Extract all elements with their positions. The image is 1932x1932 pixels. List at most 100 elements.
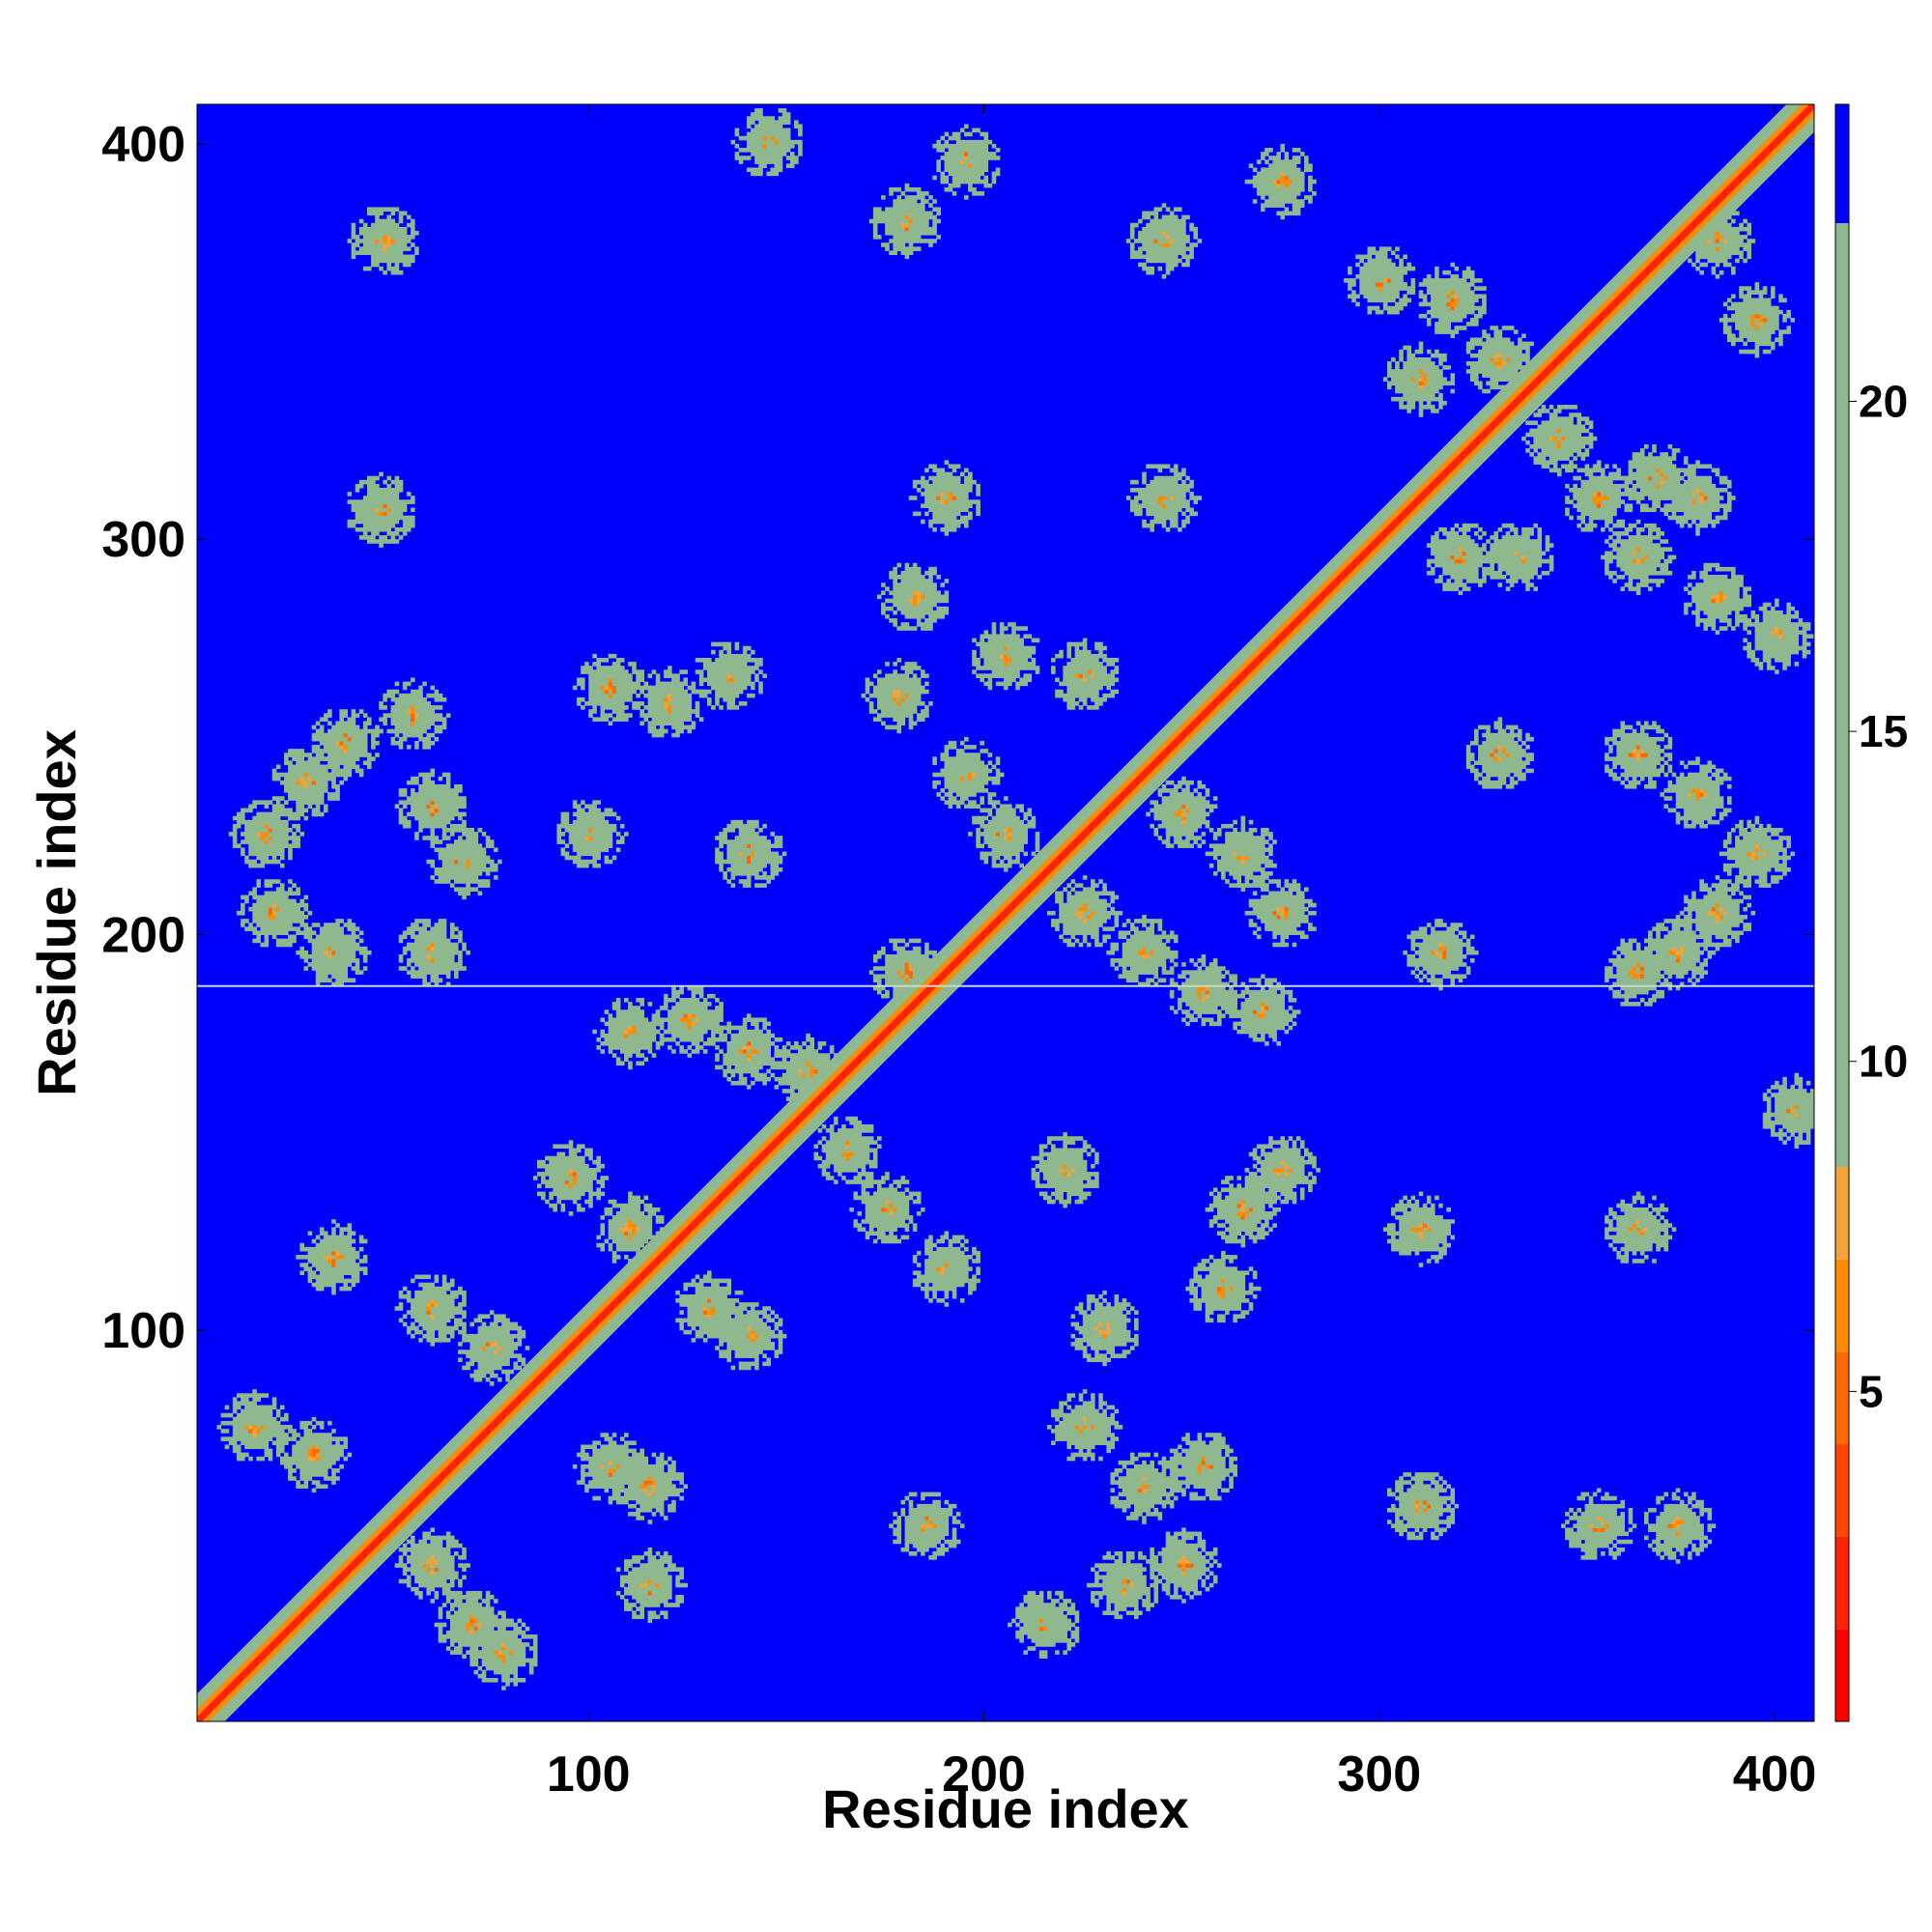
heatmap-cell (224, 1412, 230, 1418)
heatmap-cell (343, 740, 349, 746)
heatmap-cell (343, 728, 349, 734)
heatmap-cell (592, 1172, 597, 1177)
contact-region (572, 1433, 649, 1505)
heatmap-cell (734, 669, 740, 674)
heatmap-cell (592, 669, 597, 674)
heatmap-cell (232, 1440, 238, 1445)
heatmap-cell (675, 1476, 680, 1481)
heatmap-cell (481, 1365, 487, 1371)
heatmap-cell (406, 958, 412, 963)
heatmap-cell (319, 926, 325, 931)
heatmap-cell (584, 804, 589, 810)
heatmap-cell (632, 1472, 637, 1477)
heatmap-cell (343, 966, 349, 971)
heatmap-cell (264, 891, 270, 896)
heatmap-cell (628, 1029, 633, 1035)
heatmap-cell (390, 515, 396, 521)
heatmap-cell (624, 1246, 629, 1252)
heatmap-cell (655, 689, 661, 695)
heatmap-cell (335, 978, 340, 983)
heatmap-cell (730, 1302, 736, 1307)
heatmap-cell (746, 658, 752, 663)
heatmap-cell (422, 1293, 427, 1299)
heatmap-cell (299, 910, 305, 916)
heatmap-cell (434, 970, 440, 975)
heatmap-cell (624, 1041, 629, 1046)
heatmap-cell (628, 685, 633, 691)
heatmap-cell (604, 1472, 610, 1477)
heatmap-cell (695, 669, 700, 674)
heatmap-cell (632, 1215, 637, 1220)
heatmap-cell (738, 1041, 744, 1046)
heatmap-cell (454, 1318, 459, 1323)
heatmap-cell (679, 689, 684, 695)
heatmap-cell (236, 1429, 242, 1434)
heatmap-cell (711, 1333, 716, 1339)
heatmap-cell (576, 843, 582, 848)
heatmap-cell (485, 1329, 491, 1335)
heatmap-cell (458, 1357, 463, 1363)
heatmap-cell (695, 1049, 700, 1054)
heatmap-cell (592, 811, 597, 817)
heatmap-cell (588, 1199, 593, 1205)
heatmap-cell (426, 981, 431, 987)
heatmap-cell (545, 1163, 550, 1169)
heatmap-cell (383, 230, 387, 236)
heatmap-cell (726, 823, 732, 829)
heatmap-cell (738, 1053, 744, 1058)
heatmap-cell (619, 1223, 625, 1228)
heatmap-cell (687, 1329, 693, 1335)
contact-region (311, 709, 380, 781)
heatmap-cell (581, 1207, 585, 1212)
heatmap-cell (497, 1325, 502, 1331)
heatmap-cell (746, 843, 752, 848)
heatmap-cell (311, 942, 317, 948)
heatmap-cell (445, 808, 451, 813)
heatmap-cell (742, 1017, 748, 1023)
heatmap-cell (418, 962, 423, 967)
heatmap-cell (541, 1179, 546, 1184)
heatmap-cell (695, 1013, 700, 1018)
heatmap-cell (655, 1484, 661, 1490)
heatmap-cell (698, 658, 704, 663)
heatmap-cell (624, 997, 629, 1003)
heatmap-cell (754, 1021, 759, 1027)
heatmap-cell (766, 1041, 771, 1046)
heatmap-cell (311, 783, 317, 789)
heatmap-cell (734, 673, 740, 678)
heatmap-cell (639, 1215, 644, 1220)
heatmap-cell (430, 1321, 436, 1327)
heatmap-cell (754, 1346, 759, 1350)
heatmap-cell (596, 800, 601, 805)
heatmap-cell (383, 270, 387, 275)
heatmap-cell (458, 871, 463, 876)
heatmap-cell (754, 1041, 759, 1046)
contact-region (216, 1389, 293, 1462)
heatmap-cell (723, 662, 727, 667)
heatmap-cell (438, 696, 443, 702)
heatmap-cell (560, 1191, 566, 1197)
heatmap-cell (619, 1045, 625, 1050)
heatmap-cell (711, 669, 716, 674)
heatmap-cell (390, 499, 396, 504)
heatmap-cell (647, 728, 653, 734)
heatmap-cell (751, 681, 755, 687)
heatmap-cell (279, 915, 285, 920)
heatmap-cell (730, 1310, 736, 1315)
heatmap-cell (706, 1017, 712, 1023)
heatmap-cell (493, 1350, 498, 1354)
heatmap-cell (296, 950, 300, 955)
heatmap-cell (438, 966, 443, 971)
heatmap-cell (430, 962, 436, 967)
heatmap-cell (751, 823, 755, 829)
heatmap-cell (675, 689, 680, 695)
heatmap-cell (592, 705, 597, 710)
heatmap-cell (754, 1302, 759, 1307)
heatmap-cell (639, 1492, 644, 1497)
heatmap-cell (611, 1456, 617, 1462)
heatmap-cell (358, 483, 364, 489)
heatmap-cell (698, 1025, 704, 1031)
heatmap-cell (351, 250, 356, 256)
heatmap-cell (584, 1472, 589, 1477)
heatmap-cell (549, 1159, 554, 1165)
